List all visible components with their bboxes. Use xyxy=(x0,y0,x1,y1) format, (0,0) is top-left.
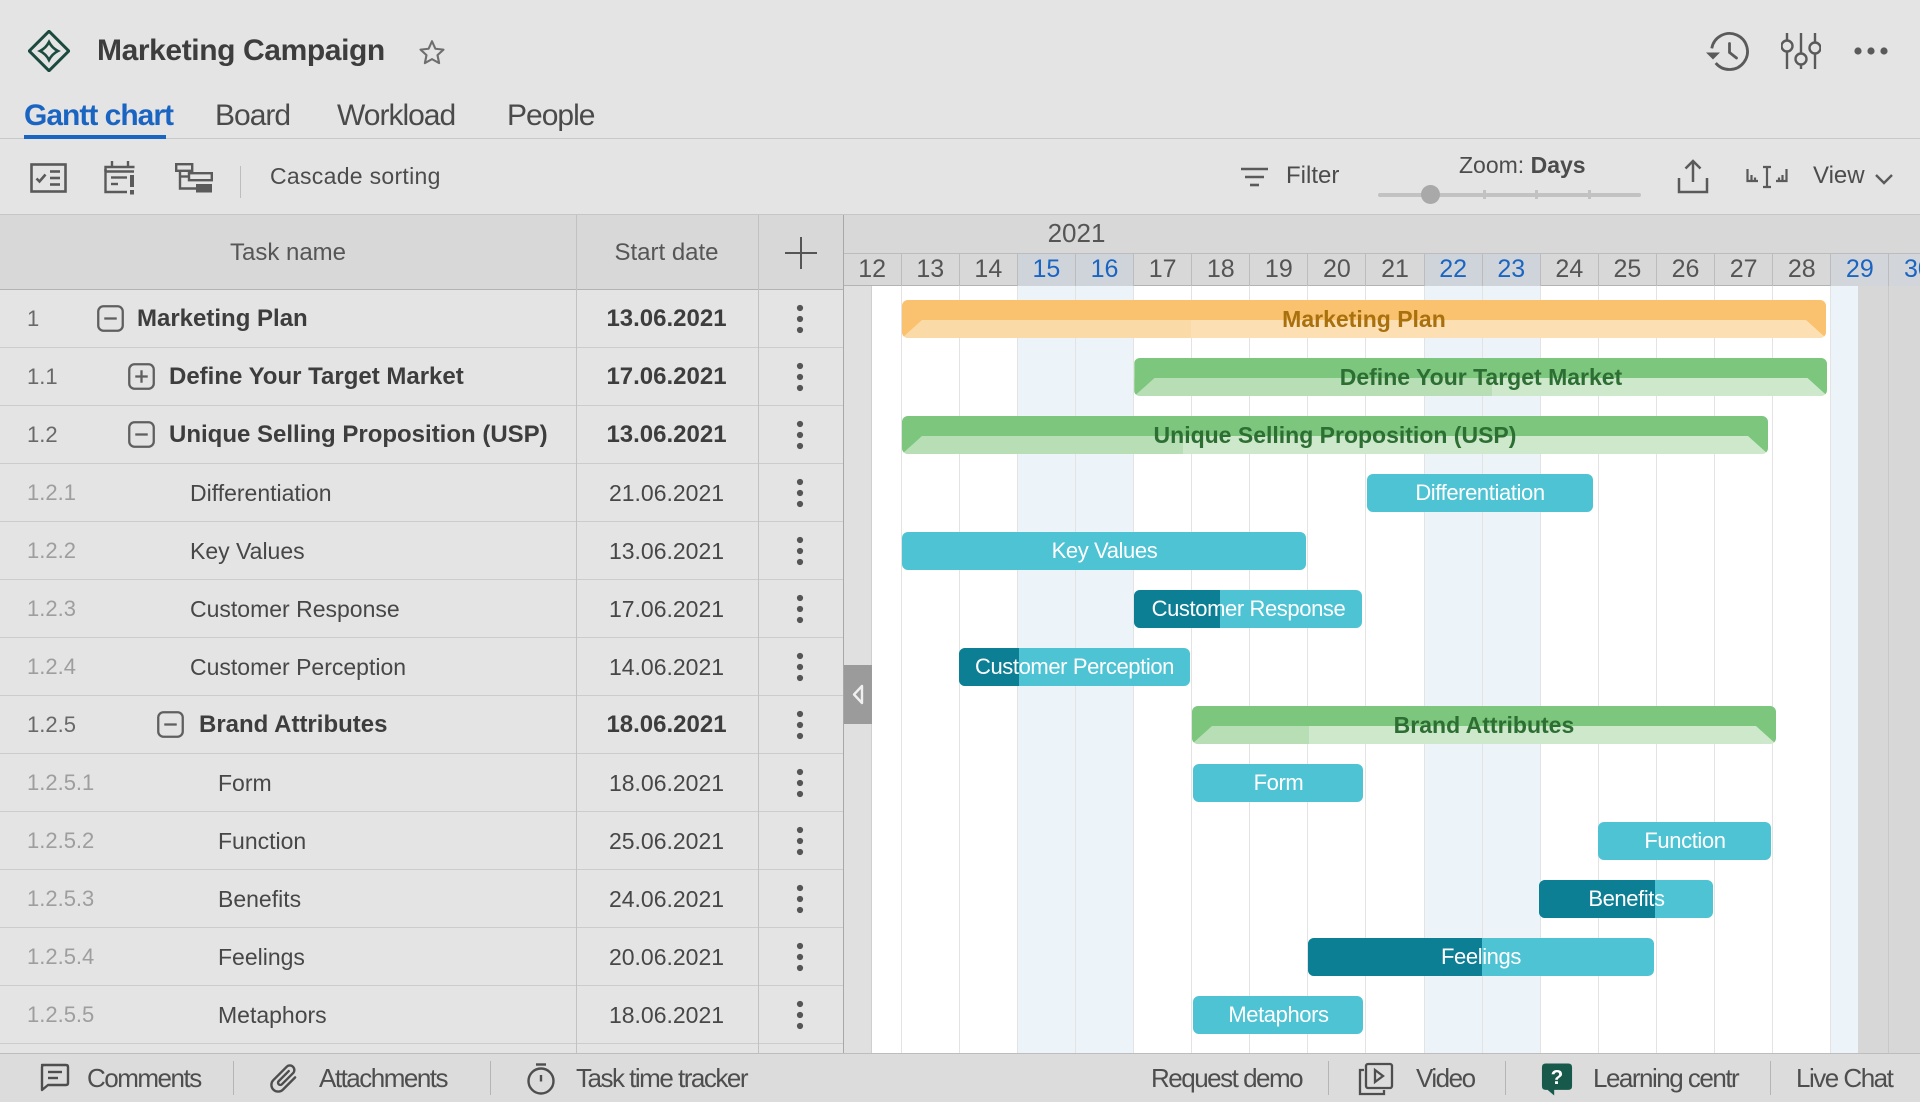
svg-text:?: ? xyxy=(1551,1066,1564,1089)
